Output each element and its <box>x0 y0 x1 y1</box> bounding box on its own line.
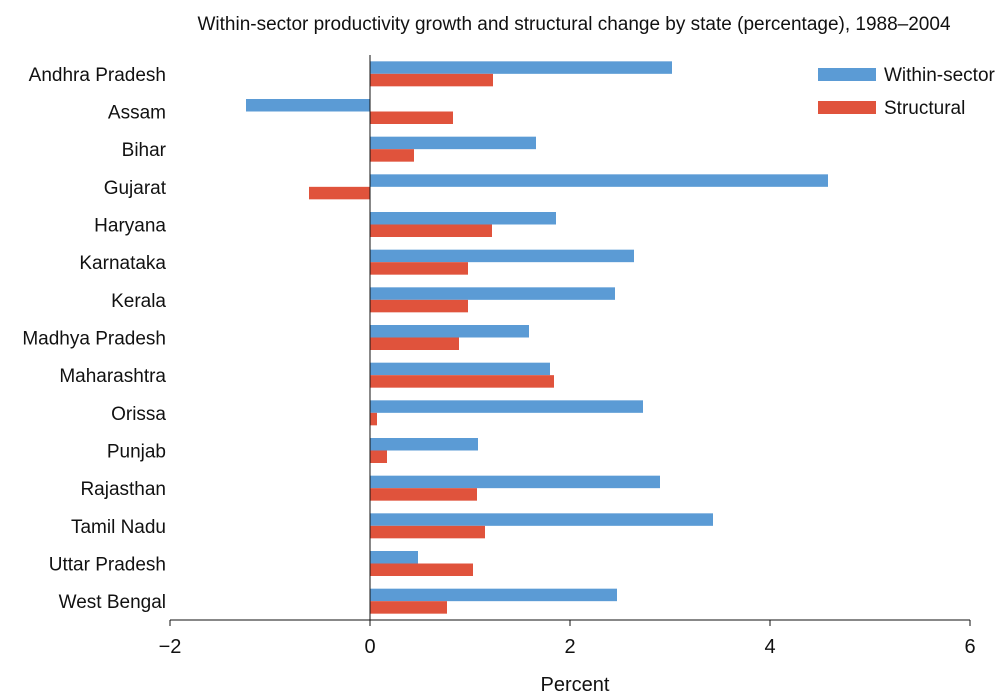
x-axis-label: Percent <box>541 674 610 696</box>
chart-title: Within-sector productivity growth and st… <box>197 14 950 35</box>
category-label: Karnataka <box>79 253 166 274</box>
category-label: Bihar <box>122 140 167 161</box>
bar-within-sector-8 <box>370 362 550 376</box>
x-tick-label: 2 <box>564 636 575 658</box>
legend-swatch-1 <box>818 101 876 114</box>
bar-structural-8 <box>370 375 554 388</box>
bar-structural-7 <box>370 337 459 350</box>
bar-structural-6 <box>370 299 468 313</box>
axes-group: −2 0 2 4 6 <box>159 55 976 658</box>
bar-structural-5 <box>370 262 468 275</box>
category-label: Madhya Pradesh <box>22 329 166 350</box>
x-tick-label: 4 <box>764 636 775 658</box>
bar-within-sector-1 <box>246 99 370 112</box>
bar-structural-3 <box>309 186 370 200</box>
bar-structural-4 <box>370 224 492 237</box>
category-label: West Bengal <box>59 592 166 613</box>
category-label: Punjab <box>107 442 166 463</box>
bar-within-sector-2 <box>370 136 536 150</box>
bar-within-sector-7 <box>370 325 529 338</box>
category-labels: Andhra Pradesh Assam Bihar Gujarat Haryana Ka… <box>22 65 166 613</box>
category-label: Uttar Pradesh <box>49 555 166 576</box>
bar-structural-1 <box>370 111 453 124</box>
bar-within-sector-4 <box>370 212 556 225</box>
bars-group <box>246 61 828 614</box>
bar-within-sector-9 <box>370 400 643 413</box>
bar-structural-9 <box>370 412 377 426</box>
bar-within-sector-13 <box>370 551 418 564</box>
bar-within-sector-12 <box>370 513 713 526</box>
bar-structural-0 <box>370 73 493 87</box>
category-label: Rajasthan <box>80 479 166 500</box>
bar-within-sector-10 <box>370 438 478 451</box>
bar-structural-10 <box>370 450 387 463</box>
category-label: Kerala <box>111 291 166 312</box>
category-label: Tamil Nadu <box>71 517 166 538</box>
category-label: Haryana <box>94 216 166 237</box>
bar-structural-13 <box>370 563 473 576</box>
bar-structural-2 <box>370 149 414 162</box>
bar-within-sector-3 <box>370 174 828 187</box>
category-label: Orissa <box>111 404 166 425</box>
x-tick-label: 0 <box>364 636 375 658</box>
x-tick-label: −2 <box>159 636 182 658</box>
category-label: Gujarat <box>104 178 167 199</box>
legend-label-1: Structural <box>884 98 965 119</box>
legend: Within-sector Structural <box>818 65 996 119</box>
bar-within-sector-0 <box>370 61 672 74</box>
bar-within-sector-6 <box>370 287 615 300</box>
category-label: Andhra Pradesh <box>29 65 166 86</box>
bar-structural-14 <box>370 601 447 614</box>
x-tick-label: 6 <box>964 636 975 658</box>
bar-within-sector-14 <box>370 588 617 602</box>
bar-within-sector-5 <box>370 249 634 263</box>
category-label: Maharashtra <box>59 366 166 387</box>
bar-within-sector-11 <box>370 475 660 489</box>
legend-swatch-0 <box>818 68 876 81</box>
bar-structural-12 <box>370 525 485 539</box>
category-label: Assam <box>108 103 166 124</box>
bar-structural-11 <box>370 488 477 501</box>
legend-label-0: Within-sector <box>884 65 996 86</box>
